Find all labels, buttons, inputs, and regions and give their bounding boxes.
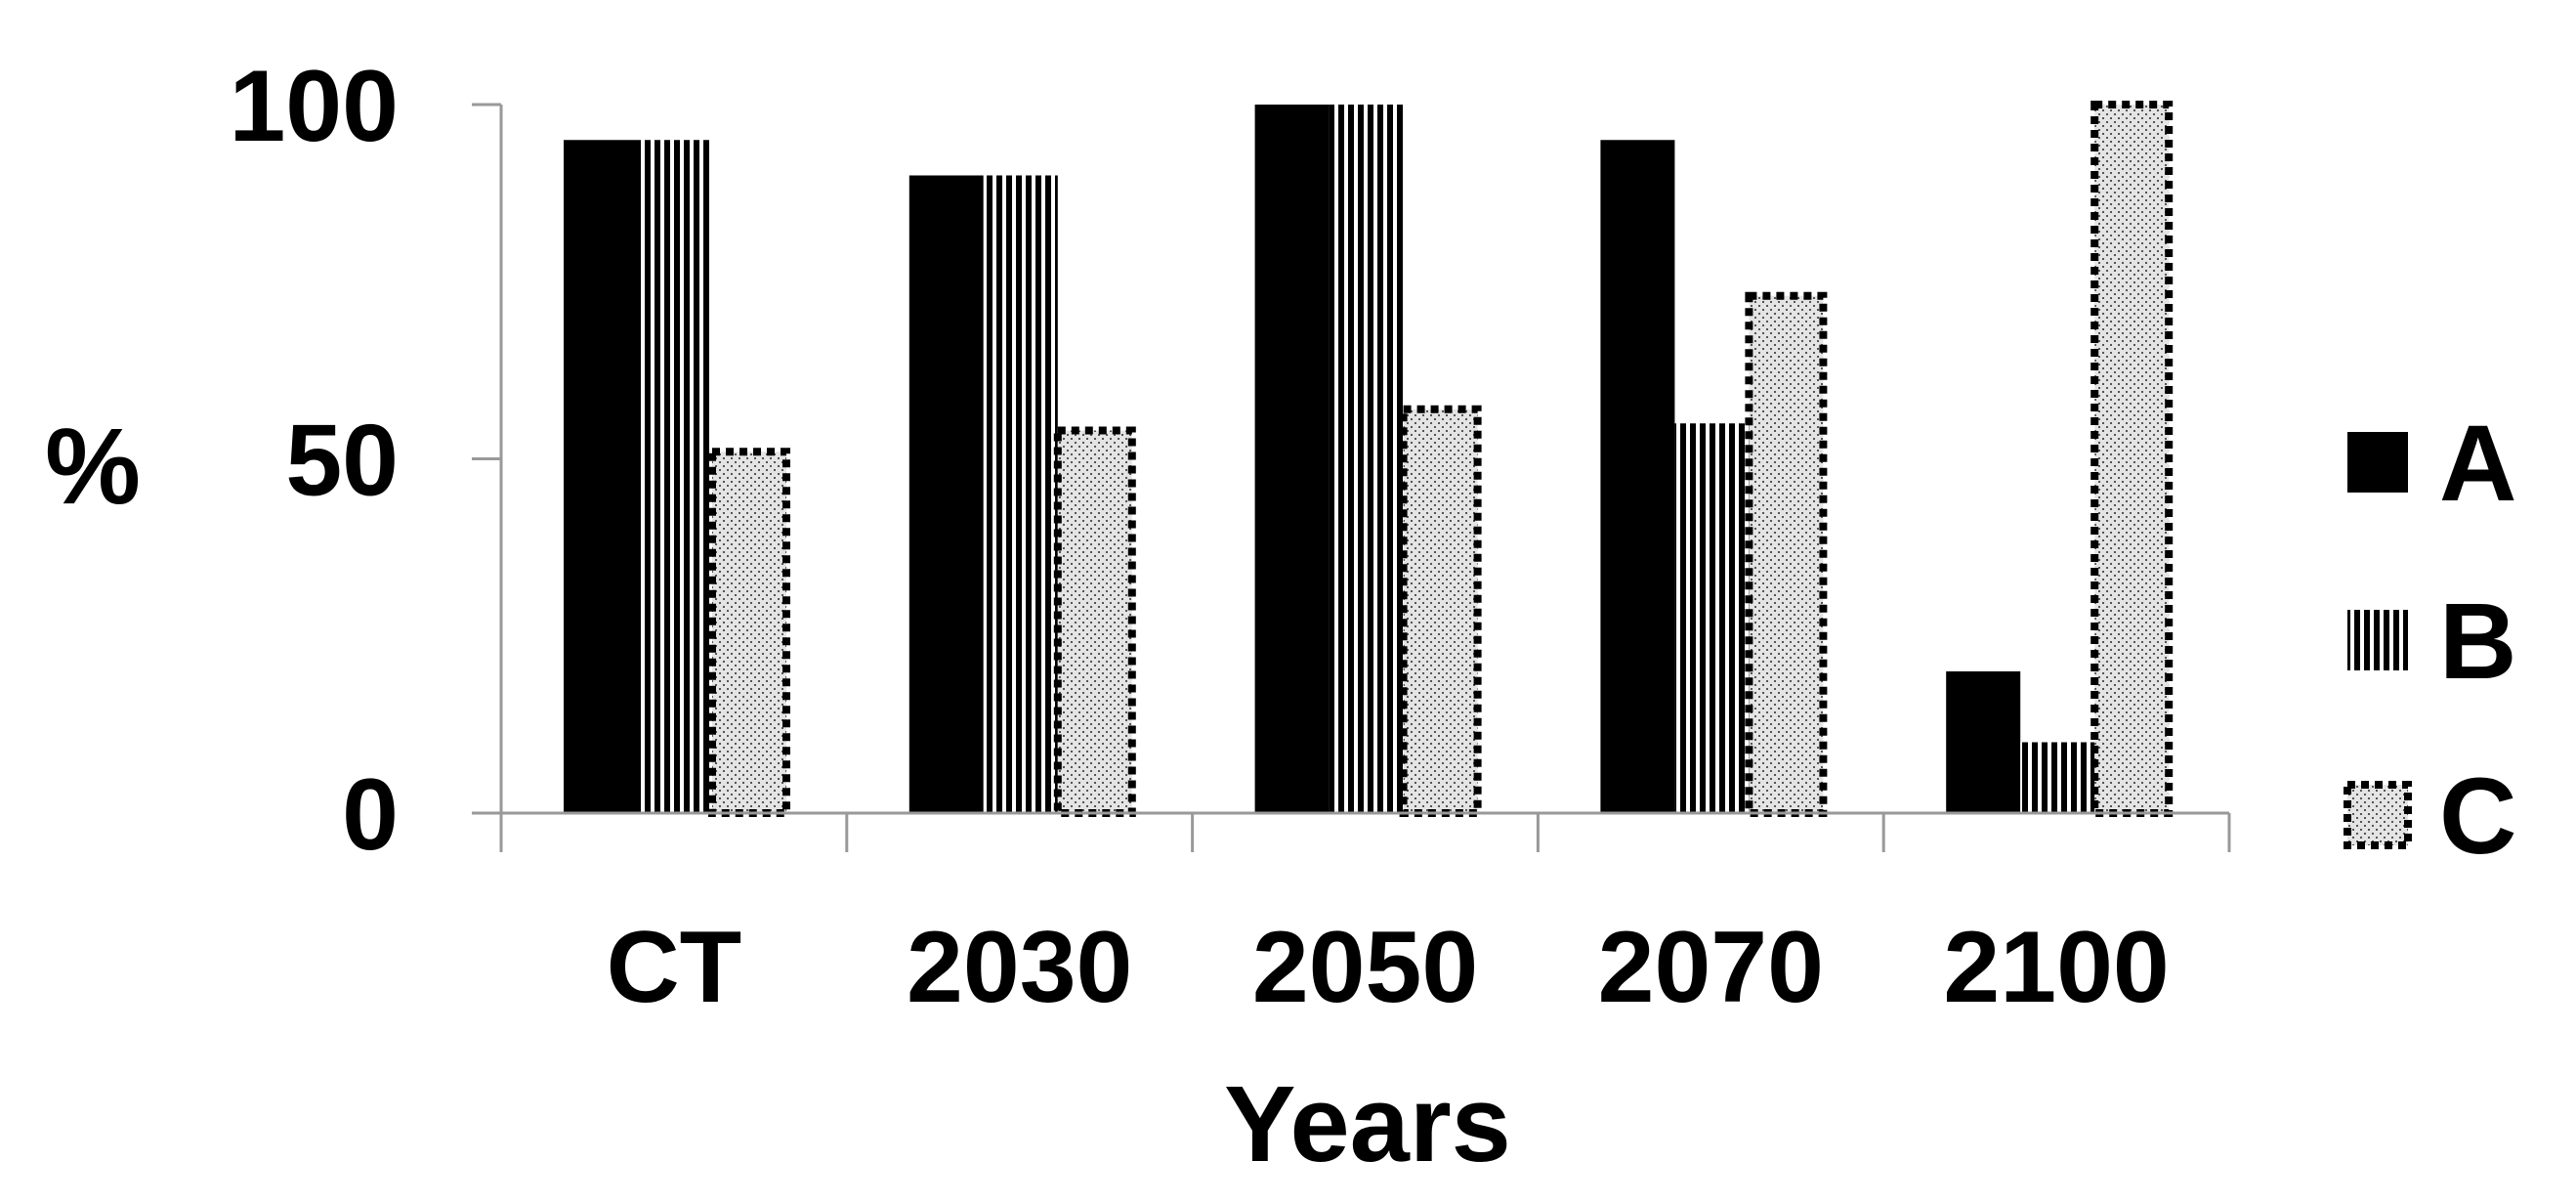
x-tick-label: 2100 <box>1943 911 2169 1024</box>
bar-b-2030 <box>983 175 1058 813</box>
legend-swatch-a <box>2347 432 2408 493</box>
legend-label-c: C <box>2439 756 2516 877</box>
bar-b-2070 <box>1674 423 1750 813</box>
x-tick-label: 2030 <box>907 911 1132 1024</box>
bar-c-2100 <box>2090 101 2174 817</box>
bar-b-2050 <box>1329 105 1404 813</box>
bar-a-2100 <box>1946 671 2021 813</box>
y-tick-label: 0 <box>342 758 399 872</box>
y-tick-label: 50 <box>285 405 399 518</box>
bar-c-2050 <box>1399 405 1482 817</box>
bar-a-2050 <box>1254 105 1330 813</box>
x-tick-label: 2050 <box>1252 911 1478 1024</box>
bar-a-ct <box>564 140 638 813</box>
bar-c-ct <box>708 448 790 817</box>
bar-a-2070 <box>1600 140 1675 813</box>
x-axis-label: Years <box>1224 1064 1511 1184</box>
legend-label-b: B <box>2439 581 2516 702</box>
bar-b-2100 <box>2020 742 2095 813</box>
x-tick-label: 2070 <box>1598 911 1824 1024</box>
bars <box>564 101 2174 817</box>
tick-labels: 0 50 100 CT 2030 2050 2070 2100 <box>229 50 2169 1024</box>
bar-b-ct <box>638 140 712 813</box>
legend: ABC <box>2344 404 2516 877</box>
legend-label-a: A <box>2439 404 2516 524</box>
legend-swatch-c <box>2344 781 2412 849</box>
bar-c-2070 <box>1745 291 1828 817</box>
bar-a-2030 <box>908 175 984 813</box>
bar-c-2030 <box>1053 426 1136 817</box>
legend-swatch-b <box>2347 610 2408 670</box>
y-tick-label: 100 <box>229 50 399 163</box>
x-tick-label: CT <box>607 911 742 1024</box>
y-axis-label: % <box>45 407 141 527</box>
axes <box>472 103 2231 852</box>
